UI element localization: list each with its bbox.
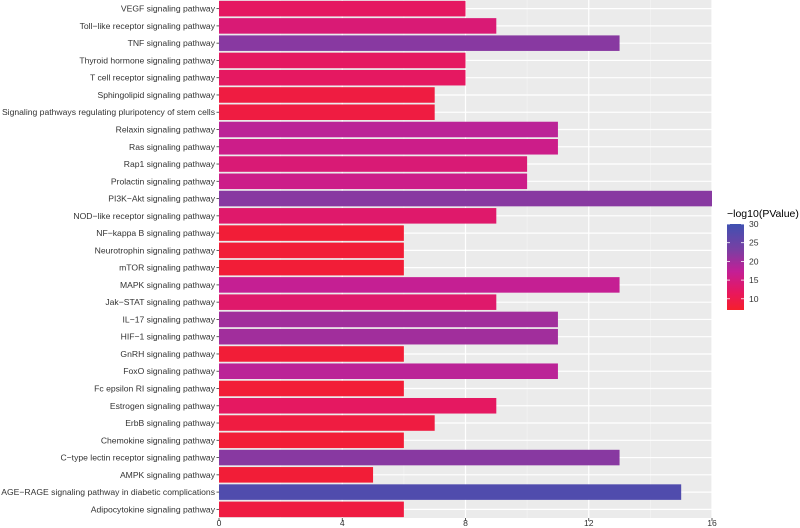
category-label: Fc epsilon RI signaling pathway bbox=[94, 384, 216, 394]
bar bbox=[219, 121, 558, 138]
category-label: Sphingolipid signaling pathway bbox=[97, 90, 215, 100]
x-tick-label: 4 bbox=[340, 518, 345, 528]
bar bbox=[219, 225, 404, 241]
x-tick-label: 0 bbox=[217, 518, 222, 528]
category-label: Relaxin signaling pathway bbox=[116, 125, 216, 135]
category-label: Rap1 signaling pathway bbox=[124, 159, 216, 169]
legend-tick-label: 20 bbox=[749, 256, 759, 266]
bar bbox=[219, 397, 497, 414]
bars-group bbox=[219, 0, 712, 518]
bar bbox=[219, 52, 466, 69]
bar bbox=[219, 18, 497, 34]
legend-colorbar bbox=[727, 224, 744, 310]
bar bbox=[219, 35, 620, 51]
category-label: NF−kappa B signaling pathway bbox=[96, 228, 215, 238]
legend-title: −log10(PValue) bbox=[727, 208, 799, 220]
category-labels: VEGF signaling pathway Toll−like receptor… bbox=[1, 4, 219, 514]
x-tick-label: 8 bbox=[463, 518, 468, 528]
bar bbox=[219, 432, 404, 449]
category-label: TNF signaling pathway bbox=[128, 38, 216, 48]
legend-tick-label: 15 bbox=[749, 275, 759, 285]
bar bbox=[219, 346, 404, 362]
category-label: VEGF signaling pathway bbox=[121, 4, 216, 14]
bar bbox=[219, 363, 558, 380]
bar bbox=[219, 156, 528, 172]
legend-tick-label: 30 bbox=[749, 219, 759, 229]
category-label: Prolactin signaling pathway bbox=[111, 176, 216, 186]
category-label: PI3K−Akt signaling pathway bbox=[108, 194, 215, 204]
legend: −log10(PValue) 30 25 20 15 10 bbox=[727, 208, 799, 310]
bar bbox=[219, 242, 404, 259]
category-label: AGE−RAGE signaling pathway in diabetic c… bbox=[1, 487, 215, 497]
category-label: HIF−1 signaling pathway bbox=[121, 332, 216, 342]
bar bbox=[219, 294, 497, 310]
x-tick-label: 16 bbox=[707, 518, 717, 528]
bar bbox=[219, 501, 404, 518]
x-axis-ticks: 0 4 8 12 16 bbox=[217, 518, 717, 528]
category-label: Thyroid hormone signaling pathway bbox=[79, 55, 215, 65]
bar bbox=[219, 277, 620, 293]
category-label: NOD−like receptor signaling pathway bbox=[73, 211, 215, 221]
category-label: Estrogen signaling pathway bbox=[110, 401, 216, 411]
legend-tick-label: 10 bbox=[749, 294, 759, 304]
bar bbox=[219, 0, 466, 17]
category-label: Chemokine signaling pathway bbox=[101, 435, 216, 445]
category-label: AMPK signaling pathway bbox=[120, 470, 216, 480]
category-label: Neurotrophin signaling pathway bbox=[95, 245, 216, 255]
category-label: Toll−like receptor signaling pathway bbox=[80, 21, 216, 31]
bar bbox=[219, 484, 682, 500]
bar bbox=[219, 87, 435, 103]
category-label: mTOR signaling pathway bbox=[119, 263, 216, 273]
category-label: IL−17 signaling pathway bbox=[123, 314, 216, 324]
bar bbox=[219, 449, 620, 466]
category-label: MAPK signaling pathway bbox=[120, 280, 216, 290]
category-label: C−type lectin receptor signaling pathway bbox=[60, 453, 215, 463]
category-label: Ras signaling pathway bbox=[129, 142, 216, 152]
bar bbox=[219, 104, 435, 121]
bar bbox=[219, 138, 558, 155]
legend-ticks: 30 25 20 15 10 bbox=[727, 219, 759, 304]
bar bbox=[219, 208, 497, 224]
bar bbox=[219, 311, 558, 328]
x-tick-label: 12 bbox=[584, 518, 594, 528]
legend-tick-label: 25 bbox=[749, 238, 759, 248]
bar bbox=[219, 467, 374, 483]
category-label: Signaling pathways regulating pluripoten… bbox=[2, 107, 215, 117]
category-label: T cell receptor signaling pathway bbox=[90, 73, 216, 83]
category-label: Jak−STAT signaling pathway bbox=[105, 297, 215, 307]
bar bbox=[219, 173, 528, 190]
bar bbox=[219, 190, 712, 207]
bar bbox=[219, 328, 558, 345]
category-label: Adipocytokine signaling pathway bbox=[91, 504, 216, 514]
bar bbox=[219, 415, 435, 431]
bar bbox=[219, 69, 466, 86]
bar bbox=[219, 380, 404, 397]
category-label: ErbB signaling pathway bbox=[125, 418, 216, 428]
category-label: FoxO signaling pathway bbox=[123, 366, 215, 376]
bar bbox=[219, 259, 404, 276]
category-label: GnRH signaling pathway bbox=[120, 349, 215, 359]
